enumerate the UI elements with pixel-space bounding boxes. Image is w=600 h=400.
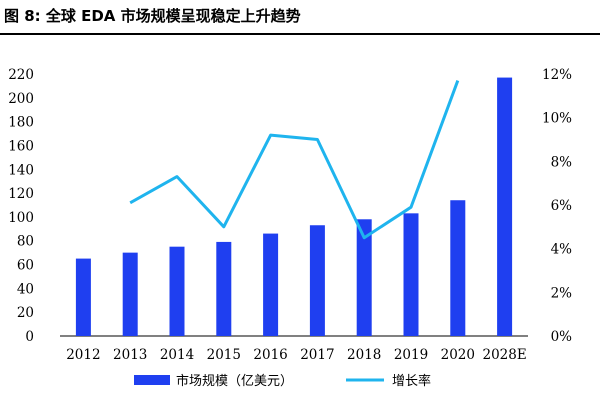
x-tick-label: 2028E	[482, 347, 526, 363]
left-tick-label: 100	[8, 210, 34, 226]
bar	[216, 241, 232, 336]
x-tick-label: 2018	[347, 347, 381, 363]
left-tick-label: 20	[17, 305, 34, 321]
chart: 0 20 40 60 80 100 120 140 160 180 200 220 0% 2% 4% 6% 8…	[8, 67, 572, 389]
legend-line-label: 增长率	[392, 373, 431, 389]
left-tick-label: 60	[17, 258, 34, 274]
chart-title: 图 8: 全球 EDA 市场规模呈现稳定上升趋势	[4, 7, 301, 25]
left-tick-label: 220	[8, 67, 34, 83]
right-axis: 0% 2% 4% 6% 8% 10% 12%	[542, 67, 572, 345]
x-axis: 2012 2013 2014 2015 2016 2017 2018 2019 2020 2028…	[66, 347, 526, 363]
growth-rate-line	[129, 80, 460, 240]
bar	[403, 213, 419, 336]
right-tick-label: 6%	[551, 198, 573, 214]
bar	[169, 246, 185, 336]
left-tick-label: 160	[8, 138, 34, 154]
x-tick-label: 2013	[113, 347, 147, 363]
right-tick-label: 4%	[551, 242, 573, 258]
left-tick-label: 180	[8, 115, 34, 131]
legend: 市场规模（亿美元） 增长率	[134, 373, 431, 389]
left-tick-label: 0	[25, 329, 34, 345]
x-tick-label: 2016	[253, 347, 287, 363]
bar	[450, 200, 466, 336]
bar-series	[75, 77, 513, 336]
x-tick-label: 2015	[207, 347, 241, 363]
right-tick-label: 2%	[551, 285, 573, 301]
legend-bar-swatch	[134, 375, 170, 385]
bar	[497, 77, 513, 336]
x-tick-label: 2017	[300, 347, 334, 363]
left-tick-label: 120	[8, 186, 34, 202]
left-axis: 0 20 40 60 80 100 120 140 160 180 200 220	[8, 67, 34, 345]
x-tick-label: 2020	[441, 347, 475, 363]
bar	[356, 219, 372, 336]
x-tick-label: 2012	[66, 347, 100, 363]
bar	[309, 225, 325, 336]
left-tick-label: 80	[17, 234, 34, 250]
left-tick-label: 140	[8, 162, 34, 178]
right-tick-label: 8%	[551, 154, 573, 170]
x-tick-label: 2014	[160, 347, 194, 363]
x-tick-label: 2019	[394, 347, 428, 363]
right-tick-label: 10%	[542, 111, 572, 127]
bar	[75, 258, 91, 336]
legend-bar-label: 市场规模（亿美元）	[176, 373, 293, 389]
left-tick-label: 40	[17, 281, 34, 297]
right-tick-label: 0%	[551, 329, 573, 345]
title-rule	[0, 33, 600, 35]
right-tick-label: 12%	[542, 67, 572, 83]
left-tick-label: 200	[8, 91, 34, 107]
bar	[122, 252, 138, 336]
bar	[263, 233, 279, 336]
